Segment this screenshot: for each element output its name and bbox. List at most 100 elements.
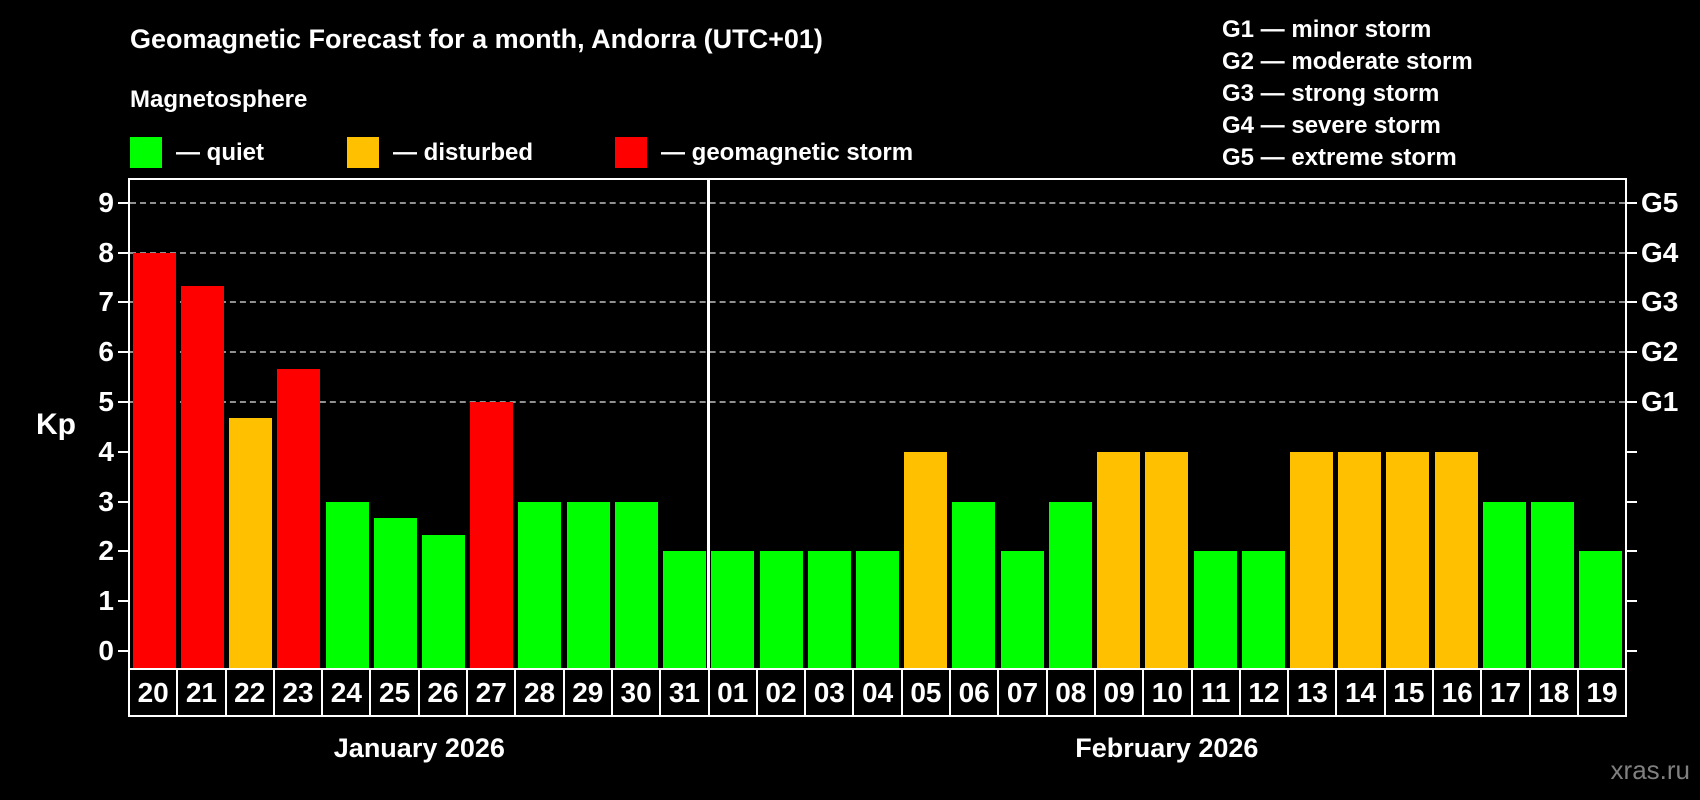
y-axis-title: Kp <box>36 408 76 441</box>
right-tick-kp-5 <box>1627 401 1637 403</box>
day-label-cell-27: 27 <box>466 668 517 717</box>
day-label-cell-20: 20 <box>128 668 179 717</box>
day-label-cell-18: 18 <box>1528 668 1579 717</box>
y-axis-label-0: 0 <box>98 635 114 666</box>
left-tick-kp-6 <box>118 351 128 354</box>
y-axis-label-5: 5 <box>98 386 114 417</box>
legend-item-quiet: — quiet <box>130 137 264 168</box>
right-tick-kp-1 <box>1627 600 1637 603</box>
left-tick-kp-3 <box>118 500 128 503</box>
kp-bar-day-31 <box>663 551 707 668</box>
kp-bar-day-13 <box>1290 451 1334 668</box>
left-tick-kp-1 <box>118 600 128 603</box>
legend-label-quiet: — quiet <box>176 138 264 166</box>
y-axis-label-1: 1 <box>98 585 114 617</box>
y-axis-label-7: 7 <box>98 286 114 318</box>
day-label-cell-29: 29 <box>562 668 613 717</box>
g-axis-label-g4: G4 <box>1641 236 1679 268</box>
g1-legend-line: G1 — minor storm <box>1222 16 1432 43</box>
g3-legend-line: G3 — strong storm <box>1222 80 1440 107</box>
kp-bar-day-02 <box>759 551 803 668</box>
disturbed-color-swatch <box>347 137 379 168</box>
watermark: xras.ru <box>1610 755 1690 785</box>
day-label-cell-06: 06 <box>949 668 1000 717</box>
month-divider-line <box>707 180 710 668</box>
day-label-cell-03: 03 <box>804 668 855 717</box>
kp-bar-day-18 <box>1531 501 1575 668</box>
day-label-cell-19: 19 <box>1576 668 1628 717</box>
g4-legend-line: G4 — severe storm <box>1222 112 1441 139</box>
left-tick-kp-0 <box>118 650 128 652</box>
legend-item-storm: — geomagnetic storm <box>615 137 913 168</box>
day-label-cell-01: 01 <box>707 668 758 717</box>
y-axis-label-2: 2 <box>98 535 114 567</box>
g-axis-label-g2: G2 <box>1641 336 1679 368</box>
kp-bar-day-12 <box>1241 551 1285 668</box>
kp-bar-day-23 <box>277 368 321 668</box>
g2-legend-line: G2 — moderate storm <box>1222 48 1473 75</box>
right-tick-kp-9 <box>1627 201 1637 204</box>
kp-bar-day-16 <box>1434 451 1478 668</box>
day-label-cell-16: 16 <box>1432 668 1483 717</box>
y-axis-label-4: 4 <box>98 435 114 467</box>
left-tick-kp-9 <box>118 201 128 204</box>
chart-plot-area <box>128 178 1627 670</box>
kp-bar-day-07 <box>1000 551 1044 668</box>
day-label-cell-11: 11 <box>1190 668 1241 717</box>
right-tick-kp-3 <box>1627 500 1637 503</box>
day-label-cell-28: 28 <box>514 668 565 717</box>
day-label-cell-04: 04 <box>852 668 903 717</box>
day-label-cell-31: 31 <box>659 668 710 717</box>
left-tick-kp-8 <box>118 251 128 254</box>
day-label-cell-15: 15 <box>1383 668 1435 717</box>
kp-bar-day-21 <box>180 285 224 668</box>
day-label-cell-25: 25 <box>369 668 420 717</box>
g-axis-label-g5: G5 <box>1641 186 1679 218</box>
kp-bar-day-22 <box>229 418 273 668</box>
kp-bar-day-25 <box>373 518 417 668</box>
kp-bar-day-03 <box>807 551 851 668</box>
gridline-kp-6 <box>130 351 1625 354</box>
day-label-cell-17: 17 <box>1480 668 1531 717</box>
right-tick-kp-7 <box>1627 301 1637 304</box>
kp-bar-day-30 <box>614 501 658 668</box>
page-title: Geomagnetic Forecast for a month, Andorr… <box>130 24 823 54</box>
kp-bar-day-01 <box>711 551 755 668</box>
kp-bar-day-14 <box>1338 451 1382 668</box>
kp-bar-day-10 <box>1145 451 1189 668</box>
gridline-kp-8 <box>130 251 1625 254</box>
day-label-cell-14: 14 <box>1335 668 1386 717</box>
day-label-cell-24: 24 <box>321 668 372 717</box>
legend-label-storm: — geomagnetic storm <box>661 138 914 166</box>
day-label-cell-10: 10 <box>1142 668 1193 717</box>
right-tick-kp-8 <box>1627 251 1637 254</box>
month-label-february: February 2026 <box>1075 733 1259 763</box>
legend-label-disturbed: — disturbed <box>393 138 534 166</box>
chart-bars-container <box>130 180 1625 668</box>
kp-bar-day-08 <box>1048 501 1092 668</box>
kp-bar-day-11 <box>1193 551 1237 668</box>
g-scale-legend: G1 — minor storm G2 — moderate storm G3 … <box>1222 14 1473 174</box>
kp-bar-day-15 <box>1386 451 1430 668</box>
day-label-cell-21: 21 <box>176 668 227 717</box>
day-label-cell-13: 13 <box>1287 668 1338 717</box>
kp-bar-day-05 <box>904 451 948 668</box>
day-label-cell-26: 26 <box>417 668 469 717</box>
y-axis-label-6: 6 <box>98 336 114 368</box>
kp-bar-day-04 <box>856 551 899 668</box>
right-tick-kp-2 <box>1627 550 1637 553</box>
right-tick-kp-0 <box>1627 650 1637 652</box>
day-label-row: 20 21 22 23 24 25 26 27 28 29 30 31 01 02 03 04 05 06 07 08… <box>128 668 1628 717</box>
kp-bar-day-19 <box>1579 551 1623 668</box>
day-label-cell-05: 05 <box>900 668 952 717</box>
kp-bar-day-24 <box>325 501 369 668</box>
day-label-cell-23: 23 <box>272 668 324 717</box>
day-label-cell-02: 02 <box>755 668 807 717</box>
month-label-january: January 2026 <box>333 733 505 763</box>
left-tick-kp-2 <box>118 550 128 553</box>
gridline-kp-7 <box>130 301 1625 304</box>
kp-bar-day-29 <box>566 501 610 668</box>
quiet-color-swatch <box>130 137 162 168</box>
kp-bar-day-26 <box>421 534 465 668</box>
day-label-cell-12: 12 <box>1238 668 1290 717</box>
